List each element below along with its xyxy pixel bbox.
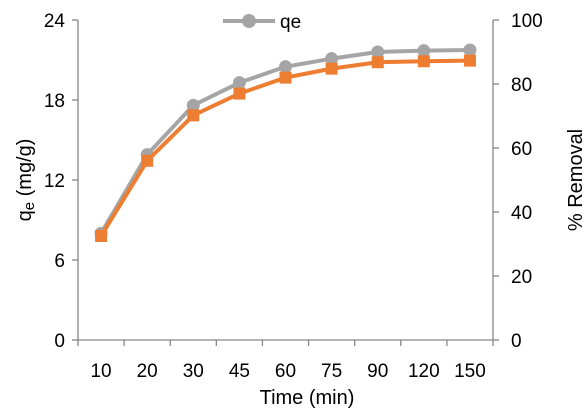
series-2-point: [417, 55, 430, 68]
series-1-point: [325, 52, 339, 66]
series-1-point: [232, 76, 246, 90]
series-2-line: [99, 58, 470, 238]
series-2: [95, 54, 476, 242]
y2-tick-label: 0: [511, 331, 522, 352]
y-tick-label: 6: [54, 251, 65, 272]
y-tick-label: 18: [44, 91, 65, 112]
series-2-point: [279, 71, 292, 84]
legend-label: qe: [280, 12, 301, 33]
y2-tick-label: 80: [511, 75, 532, 96]
y-axis-title-main: q: [14, 210, 36, 221]
series-2-point: [325, 62, 338, 75]
series-2-point: [95, 230, 108, 242]
legend: qe: [223, 12, 301, 33]
y-tick-label: 12: [44, 171, 65, 192]
x-axis-title: Time (min): [260, 387, 355, 409]
y-tick-label: 24: [44, 11, 66, 32]
series-1-point: [279, 60, 292, 74]
series-1-point: [417, 44, 431, 58]
y-axis-title-sub: e: [21, 202, 38, 210]
series-1-point: [371, 45, 385, 59]
x-tick-label: 90: [367, 361, 388, 382]
y2-tick-label: 60: [511, 139, 532, 160]
series-2-point: [233, 87, 246, 100]
x-tick-label: 10: [90, 361, 111, 382]
y2-axis-title: % Removal: [565, 129, 585, 231]
series-layer: [94, 43, 477, 242]
series-2-point: [187, 109, 200, 122]
y-tick-label: 0: [54, 331, 65, 352]
series-2-point: [463, 54, 476, 67]
series-2-point: [371, 56, 384, 69]
x-tick-label: 20: [137, 361, 158, 382]
y2-tick-label: 40: [511, 203, 532, 224]
series-1-point: [463, 43, 477, 57]
series-1: [94, 43, 477, 240]
x-tick-label: 30: [183, 361, 204, 382]
y-axis-title: qe (mg/g): [14, 139, 38, 222]
y2-tick-label: 100: [511, 11, 543, 32]
series-1-point: [186, 98, 200, 112]
x-tick-label: 75: [321, 361, 342, 382]
y-axis-title-units: (mg/g): [14, 139, 36, 202]
x-tick-label: 45: [229, 361, 250, 382]
x-tick-label: 120: [408, 361, 440, 382]
x-tick-label: 150: [454, 361, 486, 382]
series-2-point: [141, 154, 154, 167]
x-tick-label: 60: [275, 361, 296, 382]
axes: 0 6 12 18 24 0 20 40 60 80 100 10 20 30 45 60 75 90 120 150: [44, 11, 543, 382]
legend-swatch-marker: [242, 14, 256, 28]
y2-tick-label: 20: [511, 267, 532, 288]
